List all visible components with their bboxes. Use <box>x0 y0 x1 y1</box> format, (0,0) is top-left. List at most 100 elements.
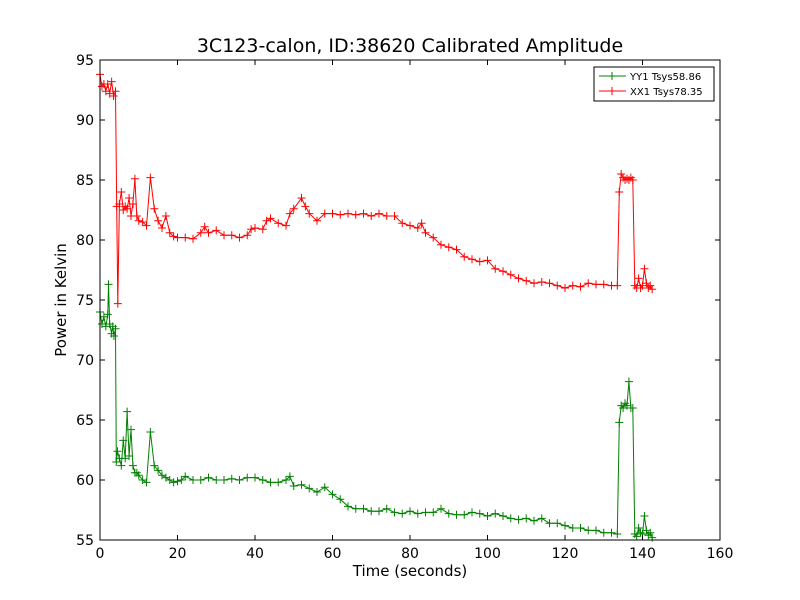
data-point-marker <box>514 274 523 283</box>
data-point-marker <box>624 377 633 386</box>
y-tick-label: 85 <box>76 173 94 189</box>
data-point-marker <box>483 256 492 265</box>
data-point-marker <box>204 228 213 237</box>
data-point-marker <box>336 210 345 219</box>
data-point-marker <box>437 504 445 513</box>
data-point-marker <box>640 512 649 520</box>
data-point-marker <box>421 228 430 237</box>
x-tick-label: 20 <box>169 546 187 562</box>
y-tick-label: 65 <box>76 413 94 429</box>
data-point-marker <box>568 524 577 532</box>
data-point-marker <box>134 471 143 480</box>
data-point-marker <box>530 516 538 525</box>
legend-entry: XX1 Tsys78.35 <box>599 87 703 98</box>
data-point-marker <box>181 472 190 481</box>
plot-area <box>100 60 720 540</box>
legend-marker <box>608 72 616 80</box>
y-tick-label: 70 <box>76 353 94 369</box>
data-point-marker <box>617 170 626 178</box>
data-point-marker <box>413 224 422 232</box>
data-point-marker <box>196 228 205 237</box>
data-point-marker <box>142 478 151 487</box>
data-point-marker <box>173 477 182 486</box>
x-axis-label: Time (seconds) <box>352 562 468 580</box>
data-point-marker <box>243 473 252 482</box>
data-point-marker <box>125 452 134 460</box>
y-tick-label: 60 <box>76 473 94 489</box>
data-point-marker <box>648 285 657 294</box>
data-point-marker <box>522 276 531 285</box>
x-tick-label: 140 <box>629 546 656 562</box>
data-point-marker <box>297 194 306 202</box>
y-tick-label: 90 <box>76 113 94 129</box>
data-point-marker <box>607 528 616 537</box>
data-point-marker <box>251 224 259 232</box>
data-point-marker <box>161 212 170 220</box>
data-point-marker <box>553 281 562 290</box>
x-tick-label: 40 <box>246 546 264 562</box>
data-point-marker <box>613 281 622 290</box>
data-point-marker <box>553 519 562 528</box>
data-point-marker <box>113 447 122 456</box>
data-point-marker <box>282 476 290 484</box>
data-point-marker <box>119 436 128 445</box>
data-point-marker <box>227 474 236 483</box>
data-point-marker <box>475 509 484 518</box>
series-layer <box>96 70 657 542</box>
data-point-marker <box>320 209 329 218</box>
data-point-marker <box>417 219 426 228</box>
data-point-marker <box>351 210 360 219</box>
data-point-marker <box>336 495 345 504</box>
data-point-marker <box>258 476 267 484</box>
data-point-marker <box>623 174 631 183</box>
data-point-marker <box>483 512 492 520</box>
data-point-marker <box>212 226 221 235</box>
data-point-marker <box>359 504 368 513</box>
data-point-marker <box>452 245 461 254</box>
data-point-marker <box>146 428 155 436</box>
data-point-marker <box>301 202 310 211</box>
data-point-marker <box>468 508 476 517</box>
axis-ticks: 0 20 40 60 80 100 120 140 160 55 60 65 70 75 80 85 90 95 <box>76 53 733 562</box>
data-point-marker <box>305 209 314 218</box>
data-point-marker <box>235 476 244 484</box>
data-point-marker <box>227 231 236 240</box>
data-point-marker <box>142 221 151 230</box>
data-point-marker <box>460 252 469 261</box>
data-point-marker <box>128 200 137 208</box>
data-point-marker <box>132 212 141 220</box>
data-point-marker <box>599 280 608 289</box>
data-point-marker <box>522 514 531 523</box>
data-point-marker <box>125 194 134 202</box>
data-point-marker <box>243 231 252 240</box>
data-point-marker <box>111 324 120 333</box>
data-point-marker <box>177 476 186 484</box>
data-point-marker <box>274 478 283 487</box>
data-point-marker <box>220 476 228 484</box>
data-point-marker <box>117 461 126 470</box>
data-point-marker <box>154 466 163 475</box>
y-tick-label: 95 <box>76 53 94 69</box>
data-point-marker <box>576 524 585 532</box>
data-point-marker <box>328 209 337 218</box>
data-point-marker <box>235 233 244 242</box>
data-point-marker <box>406 507 414 516</box>
x-tick-label: 80 <box>401 546 419 562</box>
data-point-marker <box>390 508 399 517</box>
data-point-marker <box>285 209 294 218</box>
data-point-marker <box>537 278 546 286</box>
legend: YY1 Tsys58.86 XX1 Tsys78.35 <box>593 66 715 102</box>
data-point-marker <box>628 404 637 412</box>
data-point-marker <box>561 521 569 530</box>
legend-label: YY1 Tsys58.86 <box>629 72 701 83</box>
data-point-marker <box>406 221 414 230</box>
data-point-marker <box>173 233 182 242</box>
data-point-marker <box>297 480 306 489</box>
data-point-marker <box>313 488 321 496</box>
data-point-marker <box>285 472 294 481</box>
data-point-marker <box>351 504 360 513</box>
data-point-marker <box>375 507 383 516</box>
data-point-marker <box>181 233 190 242</box>
data-point-marker <box>117 188 126 196</box>
data-point-marker <box>636 528 645 537</box>
